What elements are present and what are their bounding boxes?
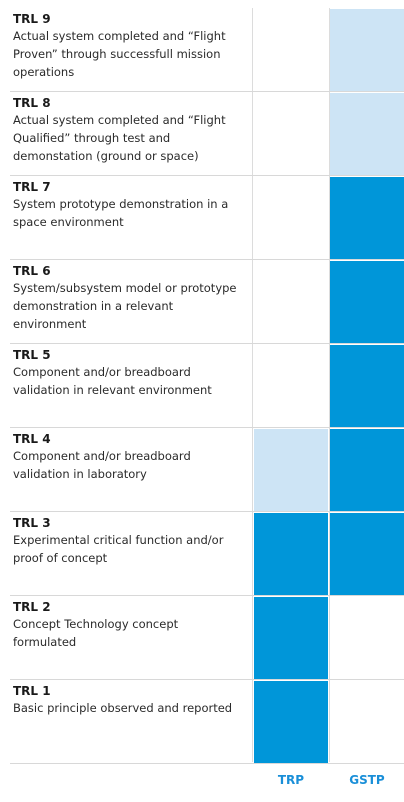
gstp-cell [330,177,404,259]
trl-row-3: TRL 3 Experimental critical function and… [0,512,404,596]
gstp-cell [330,513,404,595]
trl-level: TRL 9 [13,12,51,26]
column-divider-left [252,8,253,762]
trl-row-1: TRL 1 Basic principle observed and repor… [0,680,404,764]
trl-row-5: TRL 5 Component and/or breadboard valida… [0,344,404,428]
gstp-cell [330,93,404,175]
row-divider [10,595,404,596]
gstp-cell [330,681,404,763]
gstp-cell [330,261,404,343]
trl-row-8: TRL 8 Actual system completed and “Fligh… [0,92,404,176]
trl-description: System prototype demonstration in a spac… [13,197,229,229]
row-divider [10,511,404,512]
trl-level: TRL 5 [13,348,51,362]
trl-description: Component and/or breadboard validation i… [13,449,191,481]
trl-row-7: TRL 7 System prototype demonstration in … [0,176,404,260]
trl-description: Component and/or breadboard validation i… [13,365,212,397]
trl-row-4: TRL 4 Component and/or breadboard valida… [0,428,404,512]
row-divider [10,427,404,428]
trp-cell [254,261,328,343]
row-divider [10,679,404,680]
trl-description: Basic principle observed and reported [13,701,233,715]
trp-cell [254,93,328,175]
row-divider [10,763,404,764]
trp-cell [254,597,328,679]
row-divider [10,175,404,176]
row-divider [10,91,404,92]
trp-cell [254,177,328,259]
trl-description: Actual system completed and “Flight Prov… [13,29,226,79]
trl-level: TRL 4 [13,432,51,446]
trl-level: TRL 8 [13,96,51,110]
trp-cell [254,9,328,91]
row-divider [10,343,404,344]
trl-row-6: TRL 6 System/subsystem model or prototyp… [0,260,404,344]
column-label-gstp: GSTP [349,773,385,787]
trl-level: TRL 2 [13,600,51,614]
trp-cell [254,681,328,763]
column-label-trp: TRP [277,773,305,787]
trl-description: Experimental critical function and/or pr… [13,533,224,565]
trp-cell [254,429,328,511]
trl-level: TRL 6 [13,264,51,278]
trl-description: Concept Technology concept formulated [13,617,179,649]
trl-description: System/subsystem model or prototype demo… [13,281,237,331]
trl-level: TRL 7 [13,180,51,194]
column-divider-right [329,8,330,762]
trl-level: TRL 1 [13,684,51,698]
trp-cell [254,345,328,427]
trp-cell [254,513,328,595]
gstp-cell [330,345,404,427]
gstp-cell [330,597,404,679]
trl-level: TRL 3 [13,516,51,530]
trl-description: Actual system completed and “Flight Qual… [13,113,226,163]
trl-row-2: TRL 2 Concept Technology concept formula… [0,596,404,680]
trl-row-9: TRL 9 Actual system completed and “Fligh… [0,8,404,92]
gstp-cell [330,429,404,511]
row-divider [10,259,404,260]
gstp-cell [330,9,404,91]
